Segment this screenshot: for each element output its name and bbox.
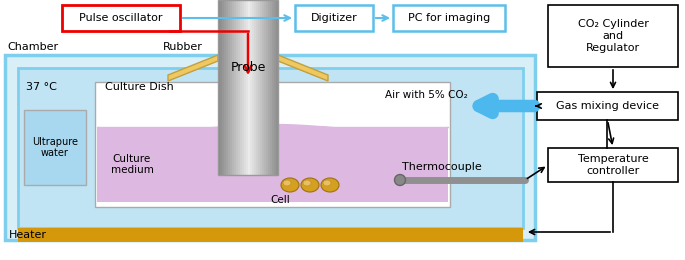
Text: Temperature
controller: Temperature controller: [577, 154, 649, 176]
Bar: [272, 0, 274, 175]
Bar: [222, 0, 224, 175]
Bar: [274, 0, 276, 175]
Text: Gas mixing device: Gas mixing device: [556, 101, 659, 111]
Ellipse shape: [281, 178, 299, 192]
Bar: [256, 0, 258, 175]
Bar: [220, 0, 222, 175]
Ellipse shape: [283, 180, 291, 186]
Bar: [548, 5, 678, 67]
Bar: [218, 0, 278, 175]
Bar: [268, 0, 270, 175]
Bar: [5, 55, 535, 240]
Text: Rubber: Rubber: [163, 42, 203, 52]
Bar: [95, 82, 450, 207]
Bar: [266, 0, 268, 175]
Text: Thermocouple: Thermocouple: [402, 162, 482, 172]
Text: Pulse oscillator: Pulse oscillator: [79, 13, 163, 23]
Bar: [244, 0, 246, 175]
Bar: [62, 5, 180, 31]
Ellipse shape: [301, 178, 319, 192]
Text: Probe: Probe: [230, 61, 266, 74]
Text: Chamber: Chamber: [7, 42, 58, 52]
Bar: [276, 0, 278, 175]
Text: Culture
medium: Culture medium: [110, 154, 153, 175]
Bar: [218, 0, 220, 175]
Bar: [262, 0, 264, 175]
Bar: [548, 148, 678, 182]
Text: 37 °C: 37 °C: [26, 82, 57, 92]
Bar: [258, 0, 260, 175]
Bar: [295, 5, 373, 31]
Bar: [270, 0, 272, 175]
Ellipse shape: [323, 180, 331, 186]
Bar: [254, 0, 256, 175]
Bar: [242, 0, 244, 175]
Bar: [234, 0, 236, 175]
Bar: [236, 0, 238, 175]
Bar: [248, 0, 250, 175]
Bar: [97, 127, 448, 202]
Bar: [24, 110, 86, 185]
Bar: [393, 5, 505, 31]
Bar: [232, 0, 234, 175]
Text: CO₂ Cylinder
and
Regulator: CO₂ Cylinder and Regulator: [577, 20, 649, 53]
Text: Heater: Heater: [9, 230, 47, 240]
Text: Air with 5% CO₂: Air with 5% CO₂: [385, 90, 468, 100]
Bar: [18, 228, 523, 242]
Text: Cell: Cell: [270, 195, 290, 205]
Bar: [250, 0, 252, 175]
Text: Ultrapure
water: Ultrapure water: [32, 137, 78, 158]
Polygon shape: [278, 55, 328, 81]
Ellipse shape: [303, 180, 311, 186]
Bar: [18, 68, 523, 228]
Bar: [226, 0, 228, 175]
Bar: [230, 0, 232, 175]
Bar: [240, 0, 242, 175]
Bar: [260, 0, 262, 175]
Polygon shape: [168, 55, 218, 81]
Bar: [264, 0, 266, 175]
Bar: [228, 0, 230, 175]
Text: PC for imaging: PC for imaging: [408, 13, 490, 23]
Bar: [537, 92, 678, 120]
Bar: [238, 0, 240, 175]
Bar: [252, 0, 254, 175]
Text: Digitizer: Digitizer: [310, 13, 358, 23]
Bar: [246, 0, 248, 175]
Circle shape: [395, 174, 406, 185]
Text: Culture Dish: Culture Dish: [105, 82, 174, 92]
Bar: [224, 0, 226, 175]
Ellipse shape: [321, 178, 339, 192]
